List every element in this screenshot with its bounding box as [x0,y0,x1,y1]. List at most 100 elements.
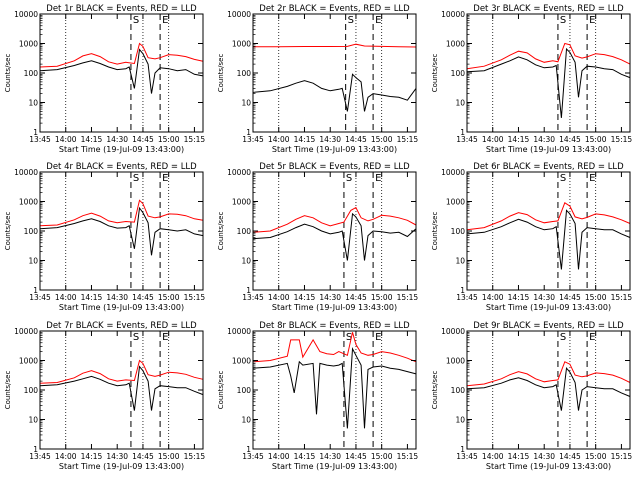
y-tick-label: 1000 [19,357,38,366]
y-tick-label: 10 [455,257,465,266]
x-axis-label: Start Time (19-Jul-09 13:43:00) [486,462,611,471]
x-tick-label: 14:15 [294,293,316,302]
x-tick-label: 14:00 [55,452,77,461]
x-axis-label: Start Time (19-Jul-09 13:43:00) [486,303,611,312]
plot-frame [466,330,631,450]
x-tick-label: 15:00 [585,135,607,144]
x-axis-label: Start Time (19-Jul-09 13:43:00) [486,145,611,154]
y-tick-label: 10 [241,99,251,108]
x-tick-label: 14:45 [132,293,154,302]
y-tick-label: 1 [33,445,38,454]
x-tick-label: 13:45 [242,293,264,302]
x-tick-label: 15:15 [611,135,633,144]
y-tick-label: 10000 [14,10,38,19]
x-tick-label: 15:00 [158,452,180,461]
events-series-line [252,73,417,112]
x-tick-label: 15:00 [371,452,393,461]
marker-label-S: S [560,15,566,26]
marker-label-E: E [162,332,168,343]
events-series-line [39,365,204,411]
y-tick-label: 10000 [441,168,465,177]
marker-label-S: S [346,332,352,343]
y-axis-label: Counts/sec [217,54,225,93]
x-tick-label: 15:15 [397,452,419,461]
y-tick-label: 10 [241,257,251,266]
x-tick-label: 14:15 [508,452,530,461]
x-tick-label: 14:00 [482,452,504,461]
x-tick-label: 14:45 [559,135,581,144]
plot-frame [466,13,631,133]
y-tick-label: 10 [28,99,38,108]
plot-frame [252,171,417,291]
y-tick-label: 1 [33,286,38,295]
y-tick-label: 1000 [446,40,465,49]
panel-title: Det 2r BLACK = Events, RED = LLD [259,4,410,14]
y-tick-label: 10 [455,416,465,425]
lld-series-line [466,202,631,231]
x-axis-label: Start Time (19-Jul-09 13:43:00) [272,303,397,312]
x-axis-label: Start Time (19-Jul-09 13:43:00) [272,462,397,471]
y-axis-label: Counts/sec [217,212,225,251]
x-tick-label: 14:00 [268,293,290,302]
x-tick-label: 15:15 [184,135,206,144]
x-tick-label: 15:00 [585,293,607,302]
x-tick-label: 14:30 [533,293,555,302]
x-tick-label: 15:00 [158,135,180,144]
x-tick-label: 14:30 [106,293,128,302]
x-axis-label: Start Time (19-Jul-09 13:43:00) [59,462,184,471]
events-series-line [252,346,417,429]
x-tick-label: 15:00 [158,293,180,302]
x-tick-label: 14:30 [533,135,555,144]
x-tick-label: 14:45 [132,452,154,461]
y-tick-label: 100 [451,227,466,236]
y-tick-label: 10000 [227,168,251,177]
marker-label-S: S [346,173,352,184]
y-tick-label: 10 [28,257,38,266]
x-tick-label: 13:45 [242,135,264,144]
y-tick-label: 1 [33,128,38,137]
x-tick-label: 15:00 [371,135,393,144]
x-tick-label: 14:00 [55,293,77,302]
y-tick-label: 100 [24,69,39,78]
events-series-line [466,47,631,118]
y-tick-label: 1 [246,445,251,454]
marker-label-S: S [560,173,566,184]
panel-title: Det 6r BLACK = Events, RED = LLD [473,162,624,172]
y-tick-label: 1 [460,445,465,454]
marker-label-S: S [133,173,139,184]
x-tick-label: 15:15 [184,293,206,302]
lld-series-line [252,206,417,233]
marker-label-E: E [589,332,595,343]
x-tick-label: 14:00 [268,452,290,461]
y-tick-label: 100 [237,227,252,236]
lld-series-line [39,359,204,384]
x-tick-label: 14:00 [482,135,504,144]
x-tick-label: 14:30 [319,452,341,461]
panel-title: Det 3r BLACK = Events, RED = LLD [473,4,624,14]
y-tick-label: 100 [237,386,252,395]
x-tick-label: 14:30 [533,452,555,461]
plot-frame [39,330,204,450]
y-tick-label: 1 [460,128,465,137]
y-tick-label: 1000 [19,40,38,49]
y-axis-label: Counts/sec [4,54,12,93]
x-tick-label: 13:45 [29,452,51,461]
y-tick-label: 1000 [446,198,465,207]
panel-title: Det 9r BLACK = Events, RED = LLD [473,321,624,331]
y-tick-label: 1 [246,286,251,295]
x-tick-label: 14:15 [81,135,103,144]
x-tick-label: 14:45 [132,135,154,144]
lld-series-line [39,42,204,68]
events-series-line [466,209,631,270]
lld-series-line [39,199,204,227]
x-tick-label: 14:30 [106,452,128,461]
x-tick-label: 15:15 [397,293,419,302]
marker-label-E: E [162,15,168,26]
y-tick-label: 10000 [441,10,465,19]
